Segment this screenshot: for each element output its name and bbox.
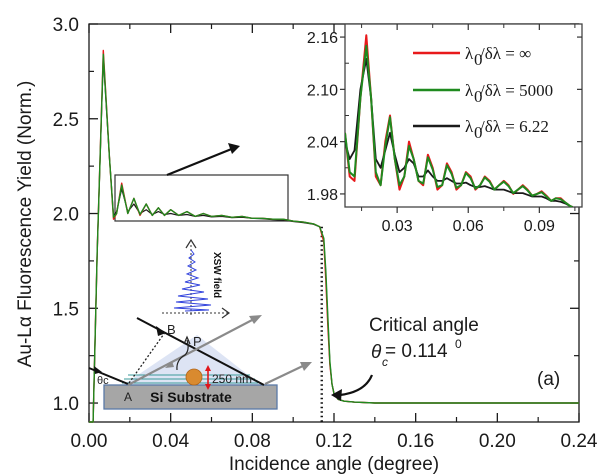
reflected-beams	[127, 317, 308, 386]
legend-item: λ 0/δλ = 6.22	[413, 117, 549, 142]
theta-subscript: c	[382, 355, 388, 369]
x-tick-label: 0.08	[234, 431, 271, 452]
legend-subscript: 0	[474, 50, 483, 69]
fluorescence-arrow	[176, 339, 189, 371]
inset-x-tick-label: 0.09	[524, 218, 555, 235]
y-axis-title: Au-Lα Fluorescence Yield (Norm.)	[15, 81, 36, 368]
inset-y-tick-label: 2.16	[307, 30, 338, 47]
theta-c-label: θc	[97, 375, 109, 387]
xsw-field-curve	[173, 249, 212, 312]
y-tick-label: 2.0	[53, 205, 79, 226]
critical-angle-value: θ c = 0.114 0	[371, 337, 462, 369]
inset-series-line-1	[345, 44, 573, 207]
schematic-diagram: XSW field Si Substrate A B P	[88, 238, 312, 410]
theta-value: = 0.114	[385, 341, 448, 362]
inset-series	[345, 34, 573, 207]
main-tick-labels: 0.00 0.04 0.08 0.12 0.16 0.20 0.24 1.0 1.5 2.0 2.5…	[53, 15, 598, 452]
theta-degree: 0	[455, 337, 462, 351]
inset-y-tick-label: 1.98	[307, 187, 338, 204]
x-tick-label: 0.16	[397, 431, 434, 452]
legend-label: /δλ = 6.22	[480, 117, 549, 136]
panel-label: (a)	[537, 369, 560, 390]
legend-label: /δλ = ∞	[480, 44, 531, 63]
legend-item: λ 0/δλ = ∞	[413, 44, 531, 69]
theta-symbol: θ	[371, 342, 382, 363]
x-tick-label: 0.24	[561, 431, 598, 452]
legend-label: /δλ = 5000	[480, 81, 553, 100]
x-axis-title: Incidence angle (degree)	[229, 454, 439, 475]
x-tick-label: 0.00	[71, 431, 108, 452]
legend-subscript: 0	[474, 87, 483, 106]
inset-y-tick-label: 2.04	[307, 135, 338, 152]
y-tick-label: 1.5	[53, 299, 79, 320]
standing-wave-region	[123, 335, 261, 385]
thickness-label: 250 nm	[212, 372, 252, 386]
inset-y-tick-label: 2.10	[307, 82, 338, 99]
point-p-label: P	[193, 334, 202, 349]
x-tick-label: 0.20	[479, 431, 516, 452]
x-tick-label: 0.12	[316, 431, 353, 452]
y-tick-label: 2.5	[53, 110, 79, 131]
critical-angle-label: Critical angle	[369, 315, 479, 336]
legend-subscript: 0	[474, 123, 483, 142]
inset-x-tick-label: 0.06	[453, 218, 484, 235]
critical-angle-arrow	[331, 374, 374, 401]
point-b-label: B	[167, 322, 176, 337]
y-tick-label: 1.0	[53, 394, 79, 415]
path-difference-line	[128, 330, 167, 384]
xsw-field-label: XSW field	[211, 252, 222, 298]
legend-lambda: λ	[465, 117, 474, 136]
legend-item: λ 0/δλ = 5000	[413, 81, 553, 106]
x-tick-label: 0.04	[152, 431, 189, 452]
zoom-region-box	[114, 174, 289, 222]
xsw-field-plot: XSW field	[162, 238, 231, 319]
legend-lambda: λ	[465, 44, 474, 63]
si-substrate-label: Si Substrate	[150, 389, 232, 405]
point-a-label: A	[124, 390, 132, 404]
inset-x-tick-label: 0.03	[382, 218, 413, 235]
inset-chart: 0.03 0.06 0.091.982.042.102.16 λ 0/δλ = ∞λ 0…	[307, 23, 583, 235]
gold-nanoparticle	[185, 368, 203, 386]
zoom-arrow	[166, 143, 240, 177]
inset-ticks	[340, 24, 582, 213]
legend-lambda: λ	[465, 81, 474, 100]
inset-tick-labels: 0.03 0.06 0.09 1.98 2.04 2.10 2.16	[307, 30, 555, 235]
y-tick-label: 3.0	[53, 15, 79, 36]
si-substrate	[103, 384, 278, 410]
